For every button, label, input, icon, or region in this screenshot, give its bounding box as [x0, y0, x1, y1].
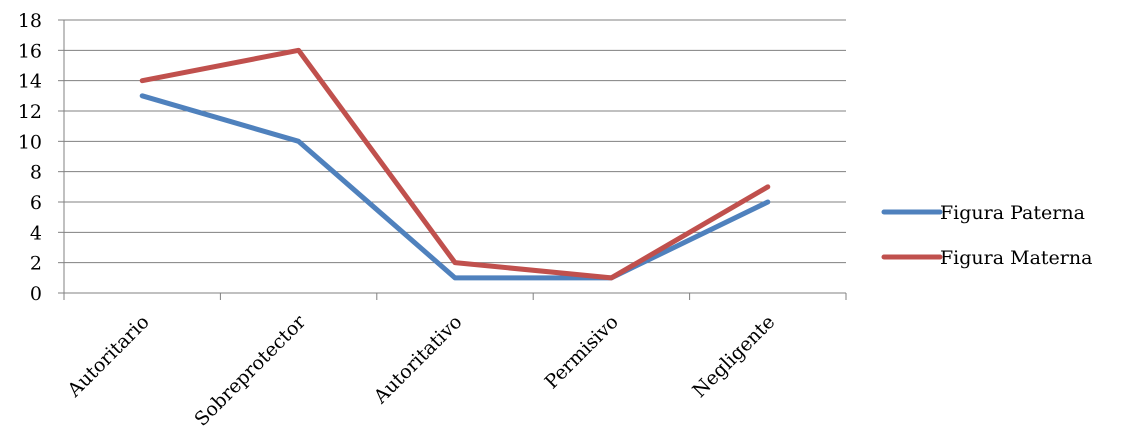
legend-label-figura-materna: Figura Materna: [940, 247, 1092, 269]
x-axis-ticks: Autoritario Sobreprotector Autoritativo Per…: [63, 293, 847, 431]
y-tick-label: 16: [18, 40, 42, 62]
y-tick-label: 10: [18, 131, 42, 153]
y-tick-label: 8: [30, 162, 42, 184]
gridlines: [64, 19, 846, 264]
legend-label-figura-paterna: Figura Paterna: [940, 202, 1085, 224]
series-line-figura-paterna: [139, 93, 771, 281]
y-tick-label: 12: [18, 101, 42, 123]
series-lines: [139, 47, 771, 281]
axes: [63, 20, 846, 294]
y-axis-ticks: 0 2 4 6 8 10 12 14 16 18: [18, 10, 64, 305]
x-tick-label: Permisivo: [541, 311, 623, 393]
y-tick-label: 6: [30, 192, 42, 214]
x-tick-label: Negligente: [688, 311, 779, 402]
x-tick-label: Autoritativo: [369, 311, 467, 409]
y-tick-label: 14: [18, 71, 42, 93]
y-tick-label: 18: [18, 10, 42, 32]
y-tick-label: 2: [30, 253, 42, 275]
series-line-figura-materna: [139, 47, 771, 281]
x-tick-label: Autoritario: [63, 311, 154, 402]
y-tick-label: 0: [30, 283, 42, 305]
x-tick-label: Sobreprotector: [190, 310, 310, 430]
y-tick-label: 4: [30, 222, 42, 244]
legend: Figura Paterna Figura Materna: [881, 202, 1092, 269]
